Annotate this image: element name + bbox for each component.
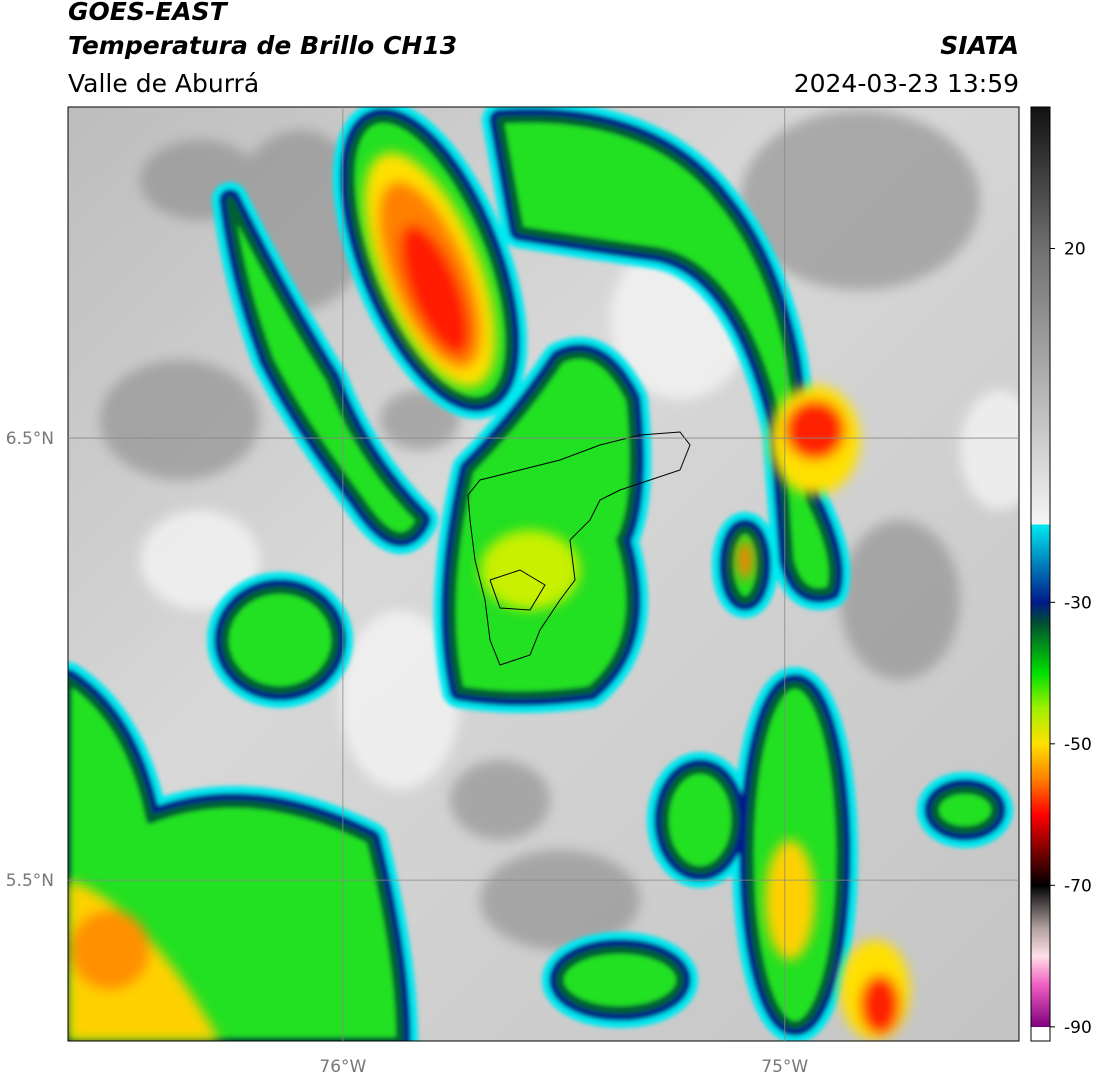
colorbar-tick-label: -90 <box>1064 1018 1092 1038</box>
datetime: 2024-03-23 13:59 <box>794 69 1019 98</box>
y-tick-label: 5.5°N <box>6 871 54 891</box>
graticule: 76°W 75°W 6.5°N 5.5°N <box>6 107 1019 1077</box>
x-tick-label: 75°W <box>761 1057 808 1077</box>
colorbar-tick-label: -50 <box>1064 735 1092 755</box>
colorbar-tick-label: -70 <box>1064 876 1092 896</box>
title: GOES-EAST <box>68 0 229 26</box>
colorbar-tick-label: 20 <box>1064 240 1086 260</box>
colorbar: 20 -30 -50 -70 -90 <box>1030 106 1092 1042</box>
subtitle: Temperatura de Brillo CH13 <box>68 31 457 60</box>
agency: SIATA <box>940 31 1019 60</box>
colorbar-body <box>1030 106 1051 1042</box>
x-tick-label: 76°W <box>319 1057 366 1077</box>
colorbar-tick-label: -30 <box>1064 593 1092 613</box>
map-frame <box>67 106 1020 1042</box>
satellite-image <box>68 107 1019 1041</box>
region: Valle de Aburrá <box>68 69 259 98</box>
y-tick-label: 6.5°N <box>6 429 54 449</box>
